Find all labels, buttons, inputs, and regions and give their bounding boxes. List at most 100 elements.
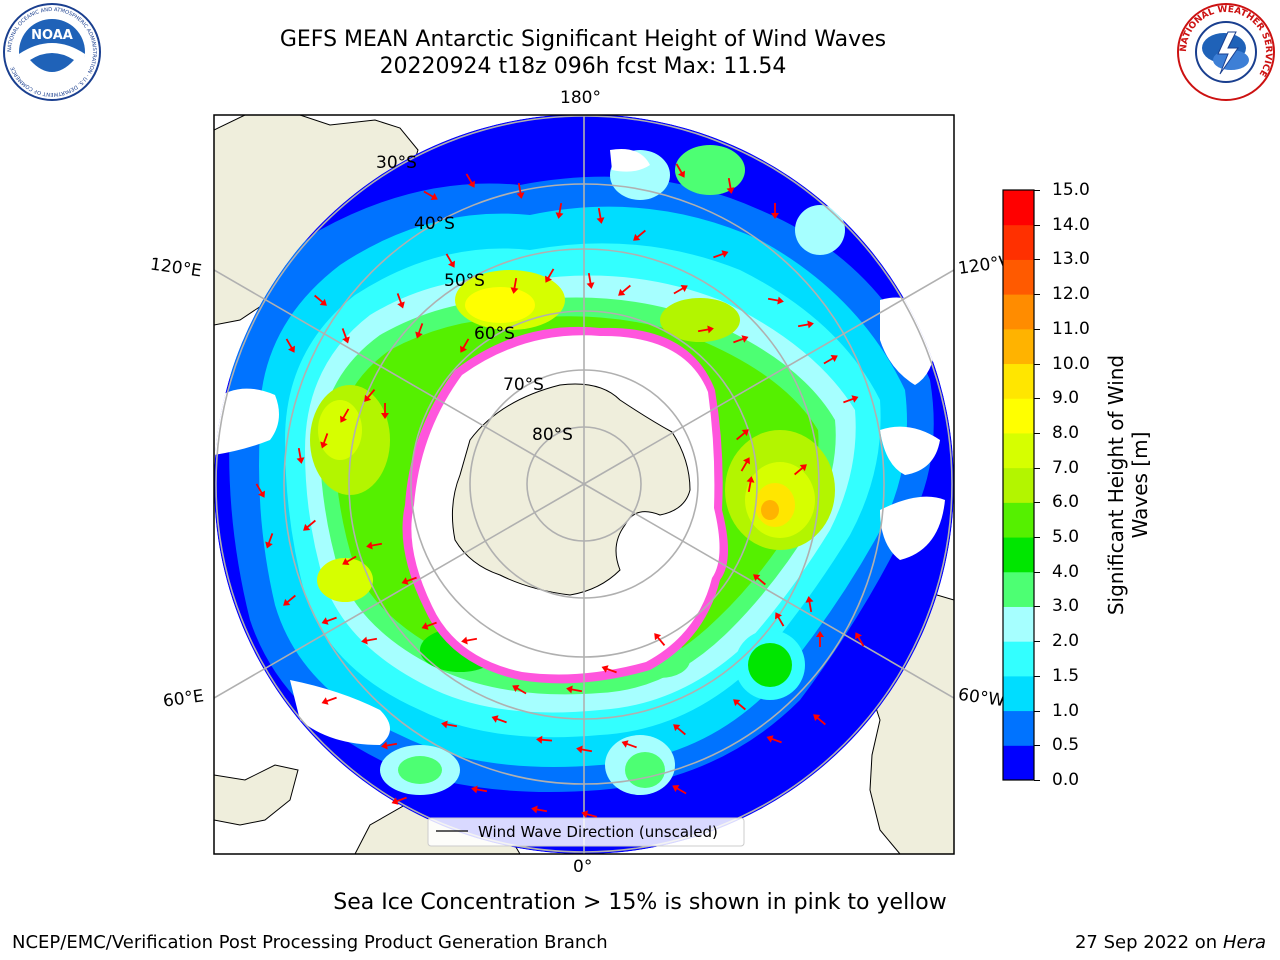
wave-direction-arrow — [491, 715, 507, 724]
colorbar-band — [1003, 294, 1034, 330]
colorbar-tick-label: 3.0 — [1052, 596, 1080, 617]
wave-direction-arrow — [843, 395, 859, 404]
colorbar-tick-mark — [1034, 710, 1040, 712]
colorbar-band — [1003, 328, 1034, 365]
wave-direction-arrow — [461, 636, 478, 645]
wave-direction-arrow — [775, 612, 785, 627]
colorbar-band — [1003, 571, 1034, 607]
wave-direction-arrow — [415, 323, 424, 339]
colorbar-tick-label: 8.0 — [1052, 422, 1080, 443]
colorbar-band — [1003, 606, 1034, 642]
colorbar-tick-mark — [1034, 190, 1040, 191]
colorbar-band — [1003, 190, 1034, 226]
wave-direction-arrow — [320, 433, 329, 449]
colorbar-tick-mark — [1034, 745, 1040, 747]
wave-direction-arrow — [753, 574, 766, 586]
colorbar-band — [1003, 502, 1034, 538]
wave-direction-arrow — [545, 268, 555, 283]
lat-label-50s: 50°S — [444, 271, 485, 291]
wave-direction-arrow — [794, 464, 807, 476]
colorbar-band — [1003, 710, 1034, 746]
wave-direction-arrow — [445, 253, 455, 268]
wave-direction-arrow — [441, 720, 458, 729]
colorbar-tick-label: 1.0 — [1052, 700, 1080, 721]
legend-label: Wind Wave Direction (unscaled) — [478, 823, 718, 841]
sea-ice-note: Sea Ice Concentration > 15% is shown in … — [333, 890, 947, 915]
wave-direction-arrow — [381, 741, 398, 750]
colorbar-tick-label: 0.0 — [1052, 770, 1080, 790]
wave-direction-arrow — [621, 740, 637, 749]
wave-direction-arrow — [740, 457, 750, 472]
wave-direction-arrow — [675, 163, 685, 178]
colorbar-tick-label: 4.0 — [1052, 561, 1080, 582]
wave-direction-arrow — [813, 714, 826, 726]
colorbar-tick-label: 0.5 — [1052, 735, 1080, 756]
map-legend: Wind Wave Direction (unscaled) — [427, 817, 745, 847]
wave-direction-arrow — [797, 320, 814, 329]
footer-host: Hera — [1222, 932, 1266, 953]
colorbar-label-line1: Significant Height of Wind — [1104, 354, 1128, 616]
wave-direction-arrow — [340, 408, 350, 423]
colorbar-tick-mark — [1034, 328, 1040, 330]
wave-direction-arrow — [733, 699, 746, 711]
wave-direction-arrow — [516, 182, 525, 199]
wave-direction-arrow — [283, 594, 296, 606]
colorbar-band — [1003, 432, 1034, 469]
wave-direction-arrow — [805, 596, 814, 613]
wave-direction-arrow — [766, 735, 782, 744]
wave-direction-arrow — [767, 296, 784, 305]
wave-direction-arrow — [566, 685, 583, 694]
colorbar-tick-mark — [1034, 606, 1040, 608]
wave-direction-arrow — [255, 483, 265, 498]
colorbar-label-line2: Waves [m] — [1128, 431, 1152, 539]
wave-direction-arrow — [361, 636, 378, 645]
colorbar-band — [1003, 398, 1034, 434]
colorbar-band — [1003, 259, 1034, 295]
colorbar-band — [1003, 745, 1034, 781]
wave-direction-arrow — [555, 202, 564, 219]
wave-direction-arrow — [364, 389, 376, 402]
wave-direction-arrow — [391, 796, 407, 805]
wave-direction-arrow — [381, 403, 389, 419]
wave-direction-arrow — [633, 229, 646, 241]
wave-direction-arrow — [586, 272, 595, 289]
lon-label-180: 180° — [560, 88, 601, 108]
wave-direction-arrow — [471, 785, 488, 794]
wave-direction-arrow — [576, 745, 593, 754]
lat-label-40s: 40°S — [414, 214, 455, 234]
wave-direction-arrow — [460, 338, 470, 353]
footer-left: NCEP/EMC/Verification Post Processing Pr… — [12, 932, 608, 953]
colorbar-tick-mark — [1034, 224, 1040, 226]
wind-wave-arrows — [255, 163, 865, 819]
wave-direction-arrow — [736, 429, 749, 441]
colorbar-tick-mark — [1034, 502, 1040, 504]
wave-direction-arrow — [396, 293, 405, 309]
wave-direction-arrow — [816, 631, 824, 647]
wave-direction-arrow — [321, 616, 337, 625]
colorbar-tick-mark — [1034, 259, 1040, 261]
colorbar-band — [1003, 467, 1034, 503]
wave-direction-arrow — [536, 735, 553, 744]
wave-direction-arrow — [421, 621, 437, 630]
colorbar-tick-label: 10.0 — [1052, 353, 1090, 374]
wave-direction-arrow — [654, 633, 666, 646]
colorbar-tick-mark — [1034, 467, 1040, 469]
colorbar-tick-mark — [1034, 641, 1040, 643]
colorbar — [1002, 189, 1035, 781]
chart-title-line2: 20220924 t18z 096h fcst Max: 11.54 — [379, 54, 787, 79]
colorbar-tick-mark — [1034, 537, 1040, 539]
wave-direction-arrow — [285, 338, 295, 353]
colorbar-tick-label: 7.0 — [1052, 457, 1080, 478]
wave-direction-arrow — [855, 632, 865, 647]
wave-direction-arrow — [303, 519, 316, 531]
footer-right: 27 Sep 2022 on Hera — [1075, 932, 1266, 953]
wave-direction-arrow — [321, 696, 337, 705]
wave-direction-arrow — [423, 190, 438, 200]
lon-label-0: 0° — [573, 857, 593, 877]
colorbar-tick-mark — [1034, 780, 1040, 781]
wave-direction-arrow — [672, 785, 687, 795]
wave-direction-arrow — [341, 328, 350, 344]
colorbar-tick-mark — [1034, 363, 1040, 365]
longitude-grid — [214, 115, 954, 854]
colorbar-tick-label: 5.0 — [1052, 527, 1080, 548]
